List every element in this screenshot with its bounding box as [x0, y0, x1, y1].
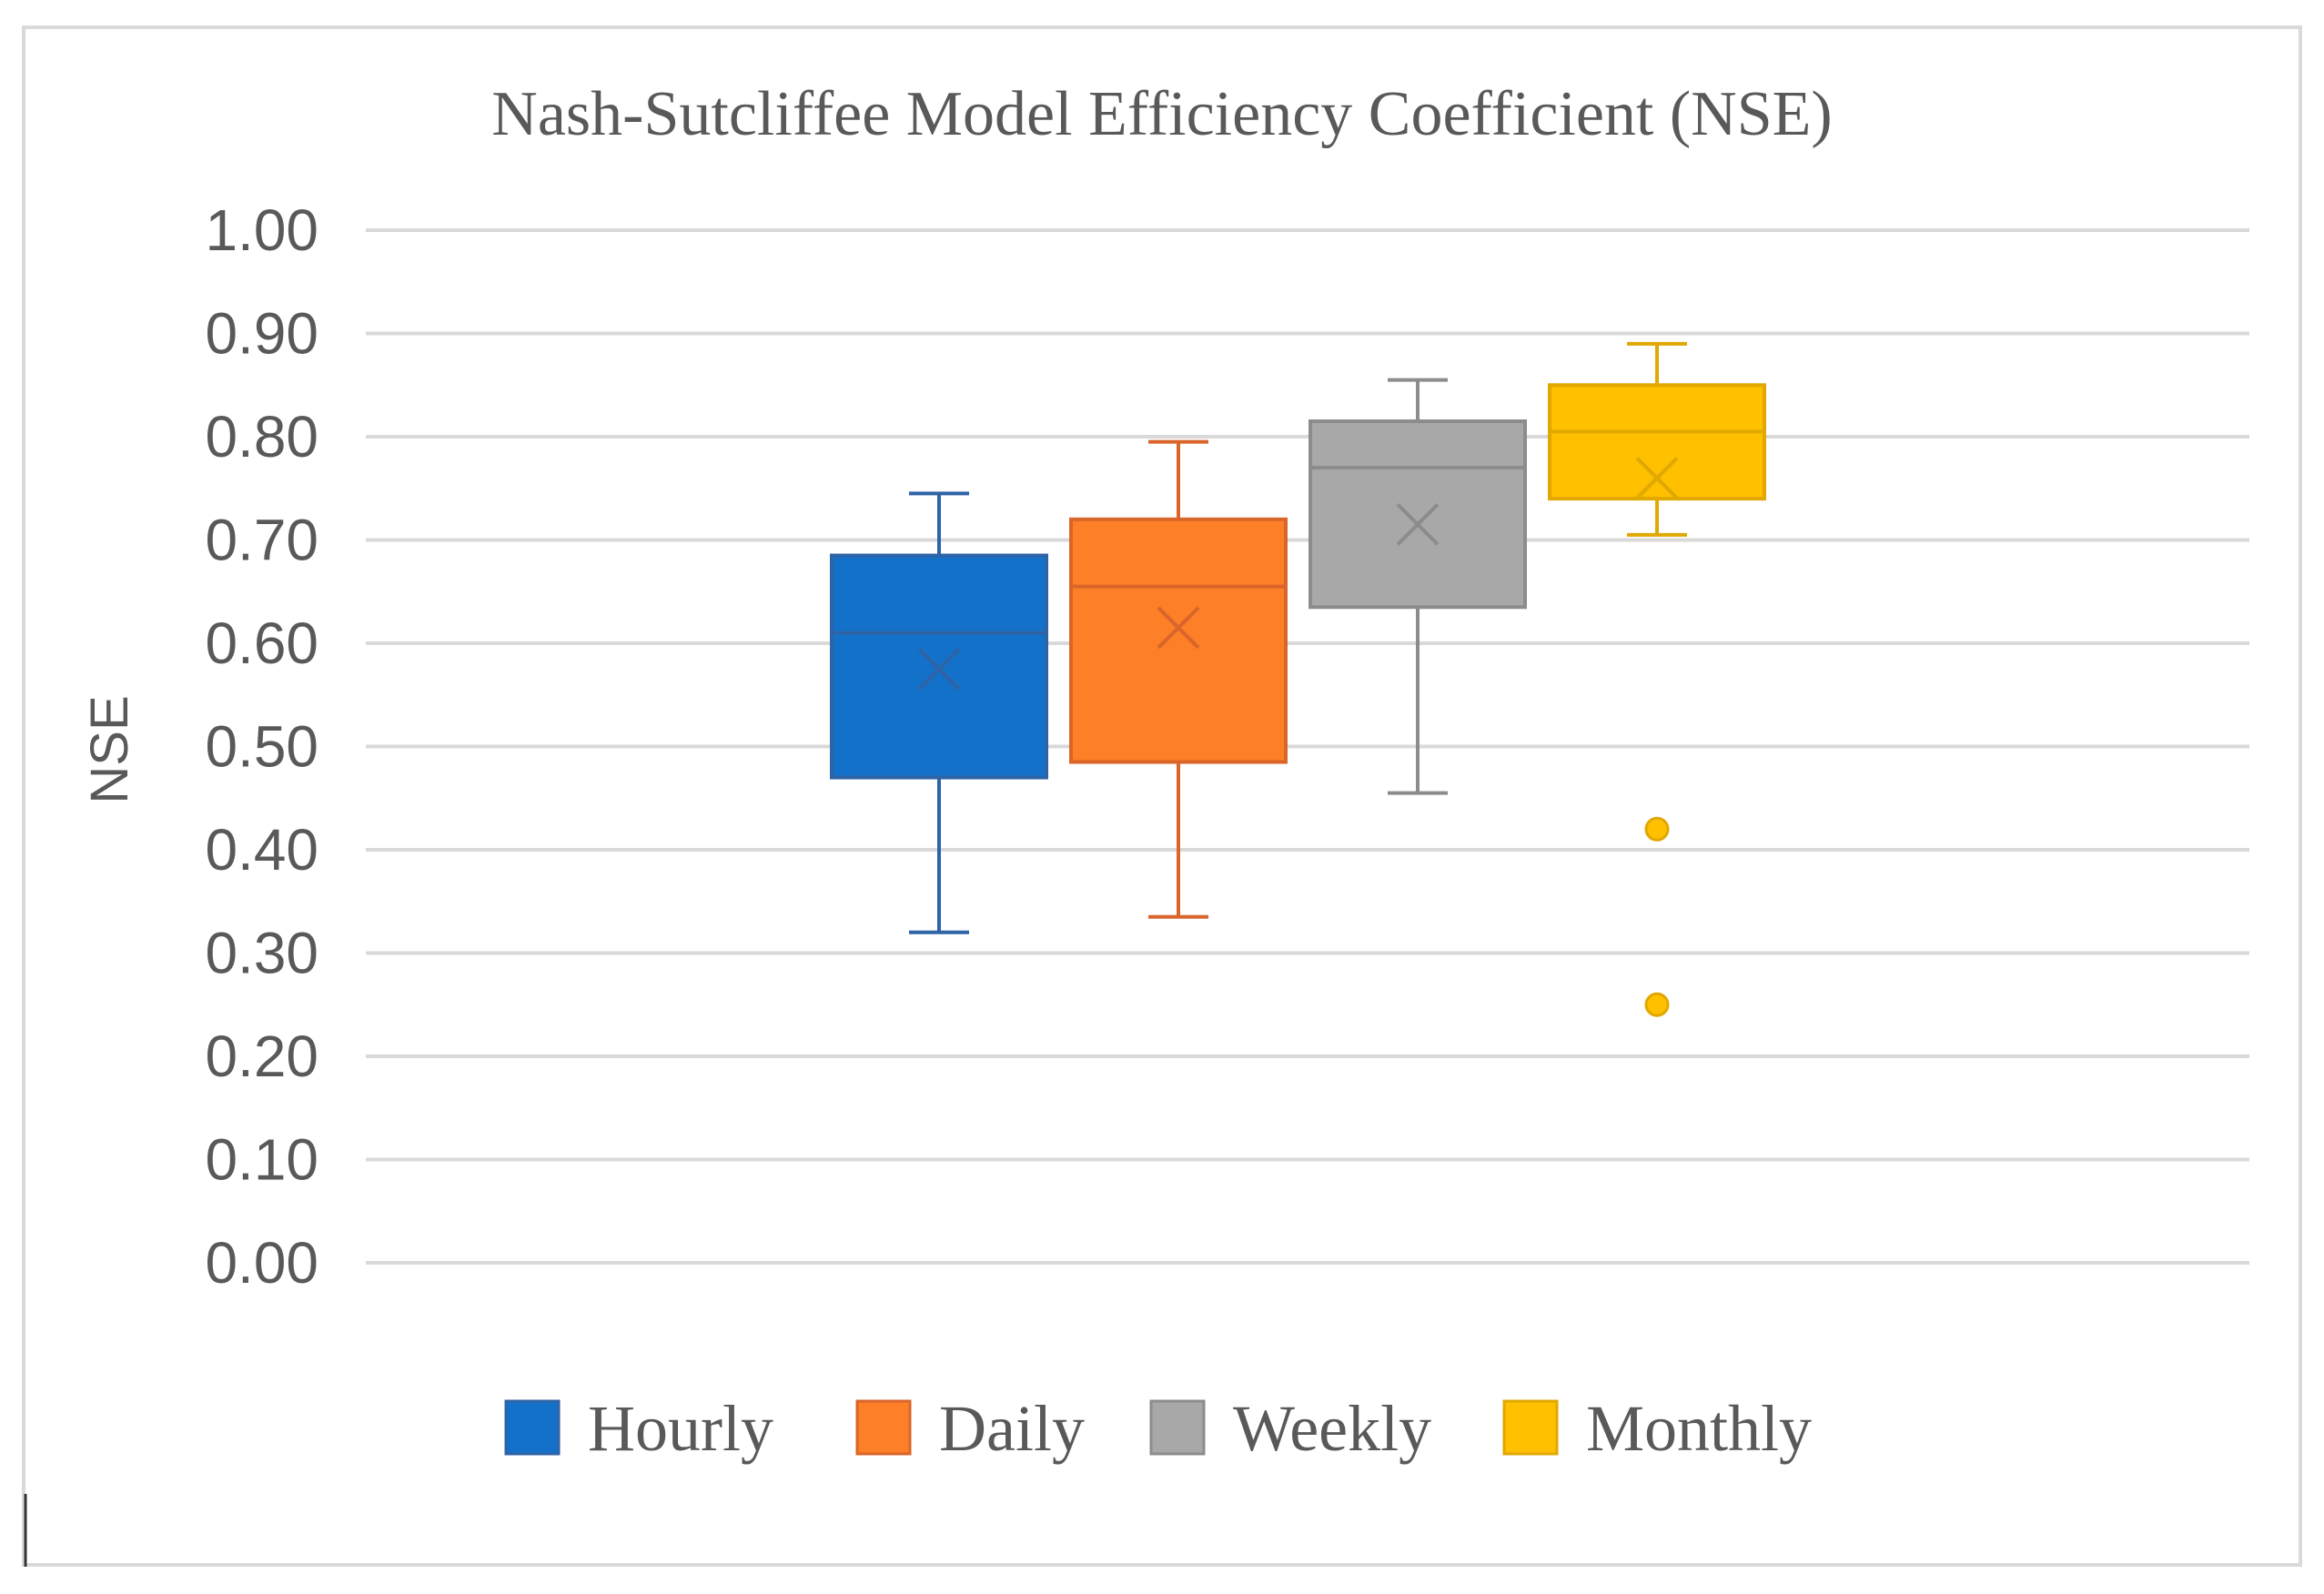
- box-iqr: [830, 553, 1048, 780]
- legend-label: Monthly: [1586, 1392, 1812, 1465]
- mean-marker: [917, 647, 961, 691]
- y-axis-title: NSE: [80, 695, 139, 803]
- y-tick-label: 0.80: [205, 404, 318, 469]
- y-tick-label: 0.60: [205, 610, 318, 676]
- y-tick-label: 1.00: [205, 197, 318, 263]
- legend-swatch: [1149, 1399, 1206, 1456]
- legend-swatch: [504, 1399, 561, 1456]
- box-monthly: [1548, 341, 1766, 1017]
- mean-marker: [1396, 503, 1440, 546]
- legend-item-hourly: Hourly: [504, 1392, 773, 1465]
- y-tick-label: 0.90: [205, 301, 318, 367]
- chart-title: Nash-Sutcliffee Model Efficiency Coeffic…: [491, 79, 1832, 149]
- legend-label: Hourly: [588, 1392, 773, 1465]
- y-axis-ticks: 0.00 0.10 0.20 0.30 0.40 0.50 0.60 0.70 0.80 0.90…: [205, 197, 318, 1296]
- box-iqr: [1069, 517, 1288, 764]
- y-tick-label: 0.40: [205, 817, 318, 883]
- y-tick-label: 0.50: [205, 714, 318, 780]
- y-tick-label: 0.10: [205, 1127, 318, 1193]
- y-tick-label: 0.70: [205, 508, 318, 573]
- y-tick-label: 0.30: [205, 921, 318, 986]
- box-iqr: [1309, 419, 1527, 610]
- mean-marker: [1635, 456, 1679, 499]
- legend-item-monthly: Monthly: [1502, 1392, 1812, 1465]
- legend-item-daily: Daily: [855, 1392, 1085, 1465]
- legend-label: Weekly: [1233, 1392, 1431, 1465]
- box-daily: [1069, 439, 1288, 919]
- chart-frame: [22, 25, 2302, 1567]
- box-iqr: [1548, 383, 1766, 501]
- y-tick-label: 0.20: [205, 1024, 318, 1089]
- y-tick-label: 0.00: [205, 1230, 318, 1296]
- legend-label: Daily: [939, 1392, 1085, 1465]
- legend-swatch: [855, 1399, 912, 1456]
- outlier-point: [1644, 992, 1670, 1017]
- box-weekly: [1309, 378, 1527, 795]
- gridlines: [366, 228, 2249, 1265]
- box-plots: [830, 341, 1766, 1017]
- box-hourly: [830, 491, 1048, 934]
- legend-swatch: [1502, 1399, 1559, 1456]
- legend-item-weekly: Weekly: [1149, 1392, 1431, 1465]
- outlier-point: [1644, 816, 1670, 842]
- mean-marker: [1157, 606, 1200, 650]
- legend: Hourly Daily Weekly Monthly: [504, 1392, 1812, 1465]
